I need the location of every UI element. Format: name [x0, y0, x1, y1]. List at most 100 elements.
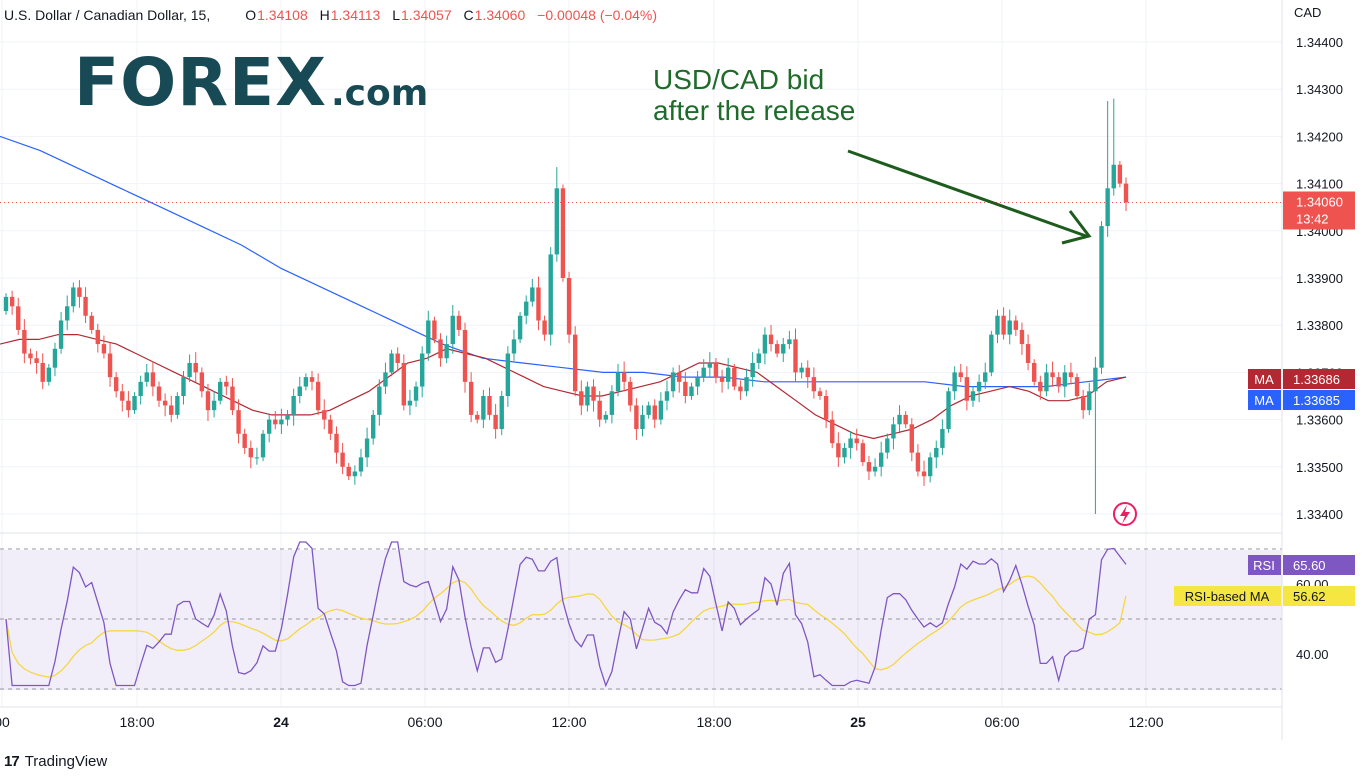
candle-body [658, 400, 664, 420]
price-tick-label: 1.33500 [1296, 460, 1343, 475]
candle-body [175, 396, 180, 415]
candle-body [781, 344, 786, 354]
candle-body [193, 362, 198, 373]
tradingview-footer[interactable]: 17 TradingView [4, 753, 107, 770]
time-tick-label: 06:00 [407, 714, 442, 730]
candle-body [450, 315, 455, 345]
lightning-icon[interactable] [1113, 502, 1137, 526]
candle-body [646, 405, 651, 415]
candle-body [291, 396, 296, 415]
candle-body [248, 447, 254, 458]
candle-body [609, 391, 615, 415]
candle-body [144, 372, 149, 382]
candle-body [989, 334, 994, 373]
candle-body [817, 391, 823, 396]
candle-body [1111, 164, 1116, 189]
candle-body [254, 457, 260, 459]
candle-body [211, 400, 217, 411]
candle-body [548, 254, 553, 335]
price-tick-label: 1.33800 [1296, 318, 1343, 333]
candle-body [413, 386, 419, 401]
candle-body [1093, 367, 1098, 392]
candle-body [670, 372, 676, 392]
candle-body [958, 372, 963, 378]
candle-body [866, 462, 872, 472]
candle-body [83, 296, 88, 316]
candle-body [1099, 226, 1104, 368]
candle-body [511, 339, 517, 354]
candle-body [976, 381, 982, 392]
high-value: 1.34113 [330, 7, 381, 23]
candle-body [1025, 344, 1031, 363]
candle-body [628, 381, 633, 406]
candle-body [983, 372, 988, 382]
candle-body [799, 367, 804, 373]
candle-body [279, 419, 284, 425]
candle-body [1050, 372, 1055, 378]
annotation-arrow [847, 149, 1092, 245]
candle-body [315, 381, 321, 411]
candle-body [303, 377, 309, 387]
candle-body [836, 443, 841, 458]
candle-body [1044, 372, 1049, 392]
candle-body [934, 447, 939, 458]
candle-body [701, 367, 706, 378]
change-value: −0.00048 (−0.04%) [537, 7, 658, 23]
candle-body [805, 367, 810, 378]
candle-body [138, 381, 143, 396]
candle-body [401, 362, 407, 406]
candle-body [22, 329, 27, 354]
price-tick-label: 1.34300 [1296, 82, 1343, 97]
candle-body [946, 391, 951, 430]
candle-body [621, 372, 627, 382]
candle-body [566, 278, 572, 335]
forex-logo: FOREX .com [74, 44, 428, 124]
candle-body [524, 301, 529, 316]
candle-body [585, 386, 590, 406]
candle-body [1105, 188, 1110, 227]
candle-body [1019, 329, 1025, 345]
candle-body [432, 320, 437, 340]
candle-body [156, 386, 162, 401]
candle-body [126, 400, 131, 411]
candle-body [1068, 372, 1074, 378]
time-axis[interactable]: 00 18:00 24 06:00 12:00 18:00 25 06:00 12:00 [0, 714, 1164, 730]
candle-body [530, 287, 535, 302]
rsi-value: 65.60 [1293, 558, 1326, 573]
candle-body [878, 452, 884, 467]
candle-body [297, 386, 302, 396]
moving-average-red-line [0, 334, 1127, 440]
ma-name-badge [1248, 390, 1281, 410]
rsi-value-badge [1283, 555, 1355, 575]
candle-body [1123, 183, 1129, 203]
candle-body [101, 344, 107, 354]
countdown-label: 13:42 [1296, 211, 1329, 226]
candle-body [205, 391, 211, 411]
price-axis[interactable]: 1.344001.343001.342001.341001.340001.339… [1294, 5, 1343, 522]
ma-name: MA [1254, 372, 1274, 387]
candle-body [940, 429, 945, 448]
candle-body [603, 414, 608, 420]
candle-body [40, 362, 45, 382]
candle-body [1080, 396, 1086, 411]
candle-body [719, 377, 725, 382]
candle-body [634, 405, 639, 430]
currency-label: CAD [1294, 5, 1321, 20]
rsi-band [0, 550, 1282, 690]
candle-body [162, 400, 168, 406]
candle-body [1038, 381, 1043, 392]
price-tick-label: 1.34400 [1296, 35, 1343, 50]
candle-body [199, 372, 205, 392]
candle-body [46, 367, 52, 382]
candle-body [597, 400, 602, 420]
candle-body [689, 386, 694, 396]
high-key: H [319, 7, 330, 23]
candle-body [352, 471, 358, 477]
time-tick-label: 24 [273, 714, 289, 730]
rsi-name-badge [1248, 555, 1281, 575]
time-tick-label: 12:00 [1128, 714, 1163, 730]
candle-body [242, 433, 247, 448]
candle-body [426, 320, 431, 354]
candle-body [340, 452, 345, 467]
